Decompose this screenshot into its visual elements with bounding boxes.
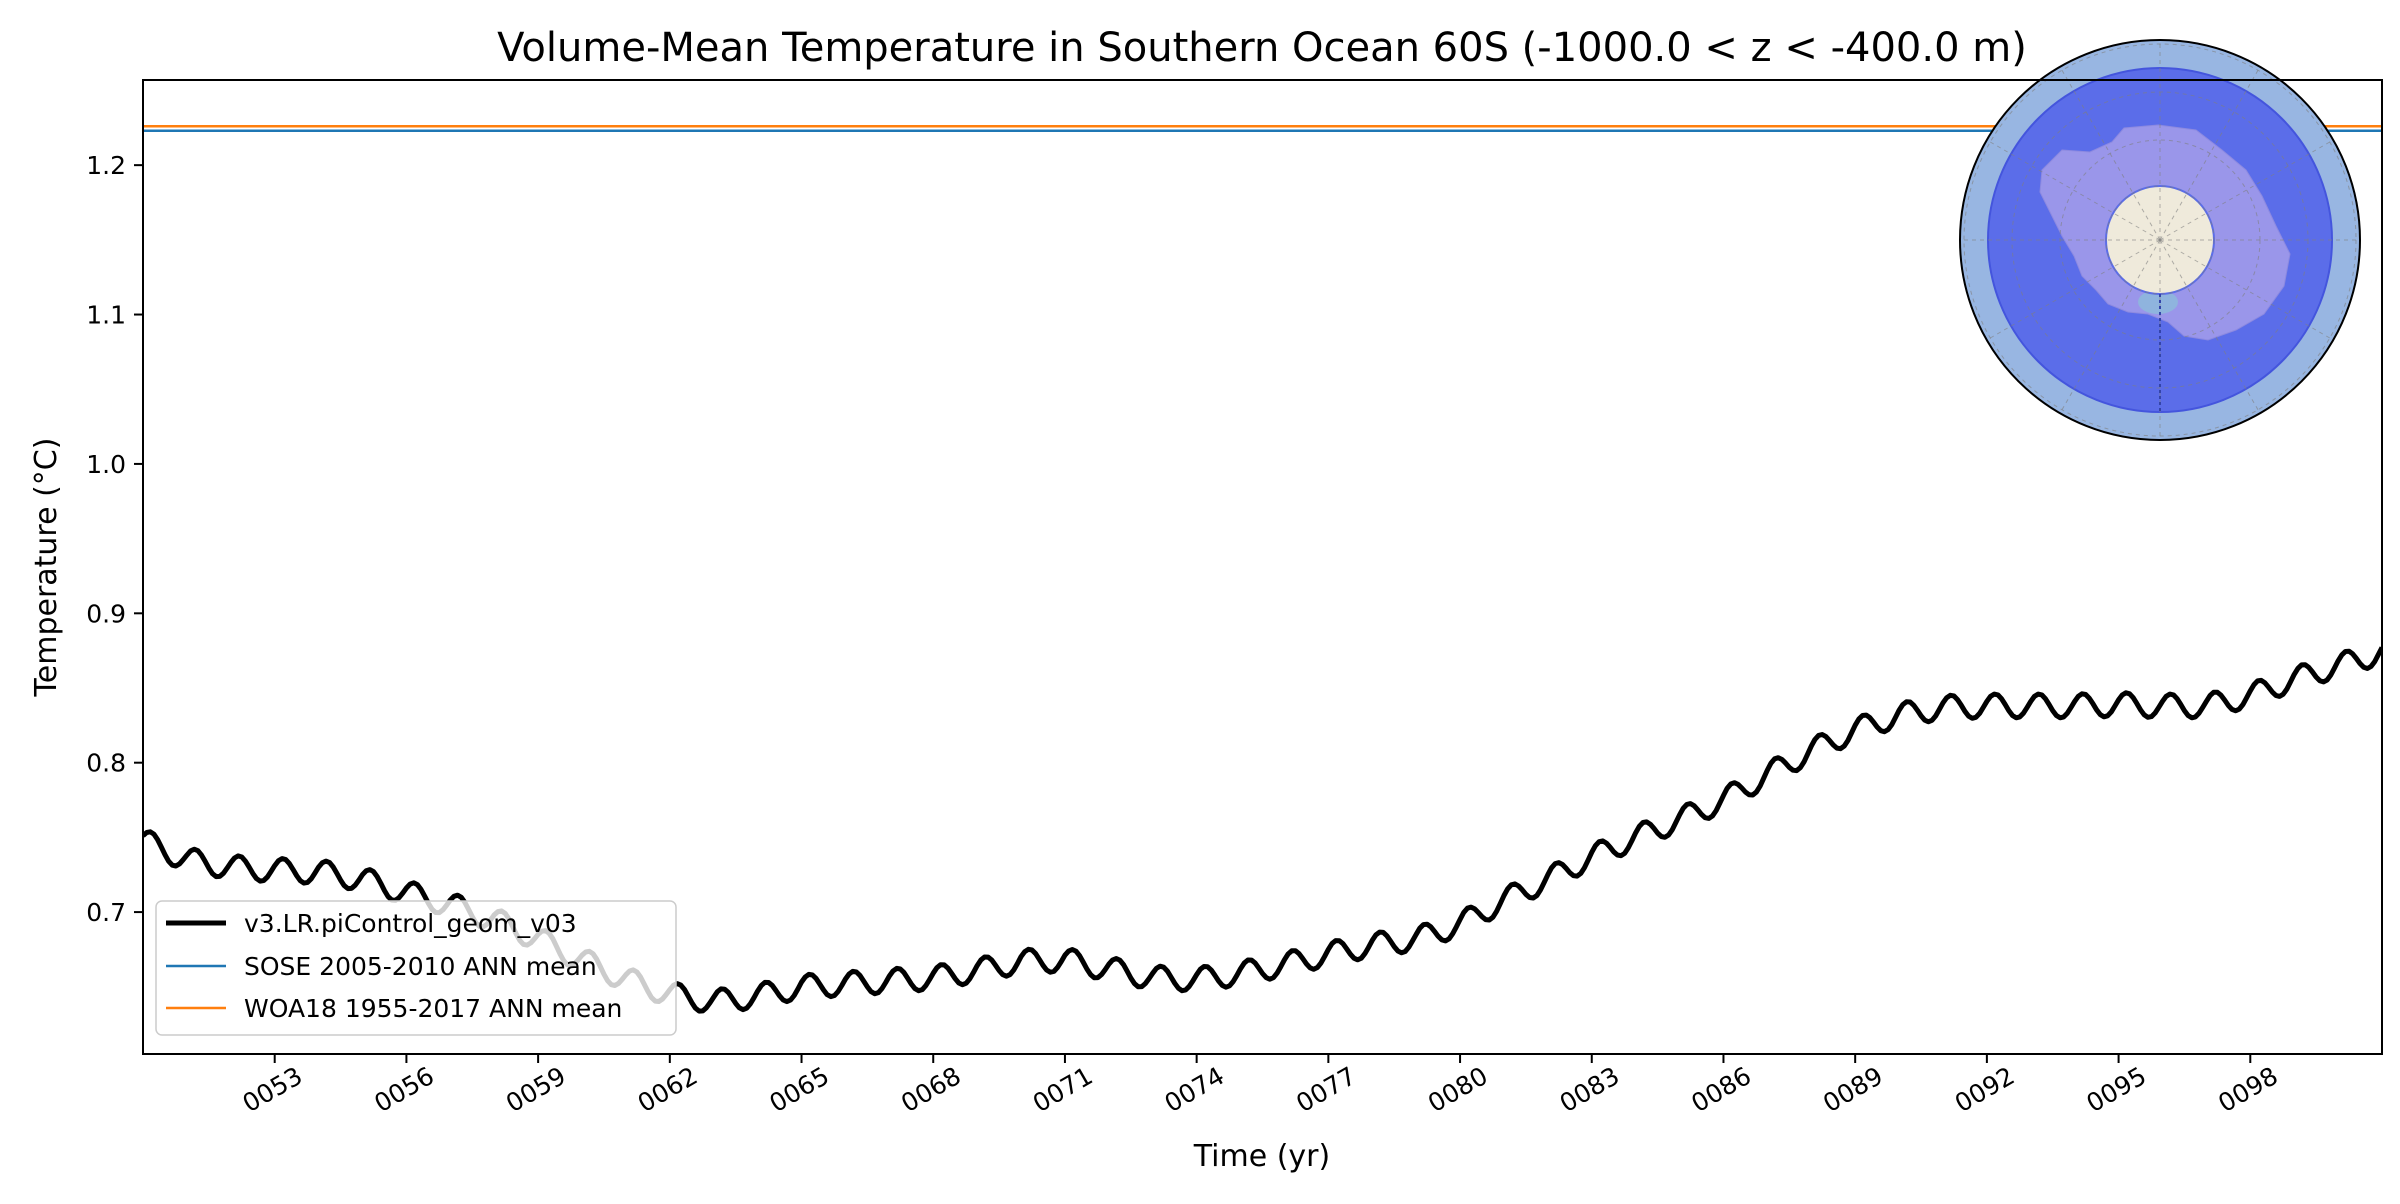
y-tick-label: 0.8 [86, 749, 126, 778]
map-graticule [2159, 239, 2332, 340]
chart-title: Volume-Mean Temperature in Southern Ocea… [497, 25, 2027, 71]
map-graticule [2159, 239, 2260, 412]
x-tick-label: 0083 [1555, 1061, 1625, 1118]
map-ice-shelf [2138, 290, 2178, 314]
x-tick-label: 0089 [1818, 1061, 1888, 1118]
x-tick-label: 0092 [1950, 1061, 2020, 1118]
map-graticule [1988, 239, 2161, 340]
y-tick-label: 0.7 [86, 898, 126, 927]
map-graticule [2159, 140, 2332, 241]
x-tick-label: 0098 [2213, 1061, 2283, 1118]
y-tick-label: 1.2 [86, 151, 126, 180]
inset-map [1959, 39, 2361, 441]
map-graticule [2159, 68, 2260, 241]
x-tick-label: 0086 [1686, 1061, 1756, 1118]
map-graticule [2060, 239, 2161, 412]
plot-frame [142, 79, 2383, 1055]
legend: v3.LR.piControl_geom_v03 SOSE 2005-2010 … [155, 900, 677, 1036]
legend-entry: v3.LR.piControl_geom_v03 [244, 909, 577, 938]
x-tick-label: 0056 [369, 1061, 439, 1118]
legend-entry: WOA18 1955-2017 ANN mean [244, 994, 622, 1023]
y-axis-label: Temperature (°C) [29, 438, 64, 698]
x-tick-label: 0074 [1160, 1061, 1230, 1118]
x-tick-label: 0059 [501, 1061, 571, 1118]
x-axis-ticks: 0053 0056 0059 0062 0065 0068 0071 0074 0077 0080… [238, 1054, 2283, 1118]
y-tick-label: 1.0 [86, 450, 126, 479]
legend-entry: SOSE 2005-2010 ANN mean [244, 952, 597, 981]
y-tick-label: 1.1 [86, 301, 126, 330]
map-graticule [2105, 185, 2215, 295]
x-tick-label: 0080 [1423, 1061, 1493, 1118]
x-tick-label: 0095 [2082, 1061, 2152, 1118]
legend-box [155, 900, 677, 1036]
map-graticule [2060, 68, 2161, 241]
y-axis-ticks: 0.7 0.8 0.9 1.0 1.1 1.2 [86, 151, 143, 927]
x-tick-label: 0071 [1028, 1061, 1098, 1118]
x-tick-label: 0068 [896, 1061, 966, 1118]
x-tick-label: 0062 [633, 1061, 703, 1118]
map-graticule [1988, 140, 2161, 241]
x-tick-label: 0077 [1291, 1061, 1361, 1118]
y-tick-label: 0.9 [86, 599, 126, 628]
x-tick-label: 0065 [764, 1061, 834, 1118]
x-axis-label: Time (yr) [1193, 1139, 1330, 1174]
x-tick-label: 0053 [238, 1061, 308, 1118]
